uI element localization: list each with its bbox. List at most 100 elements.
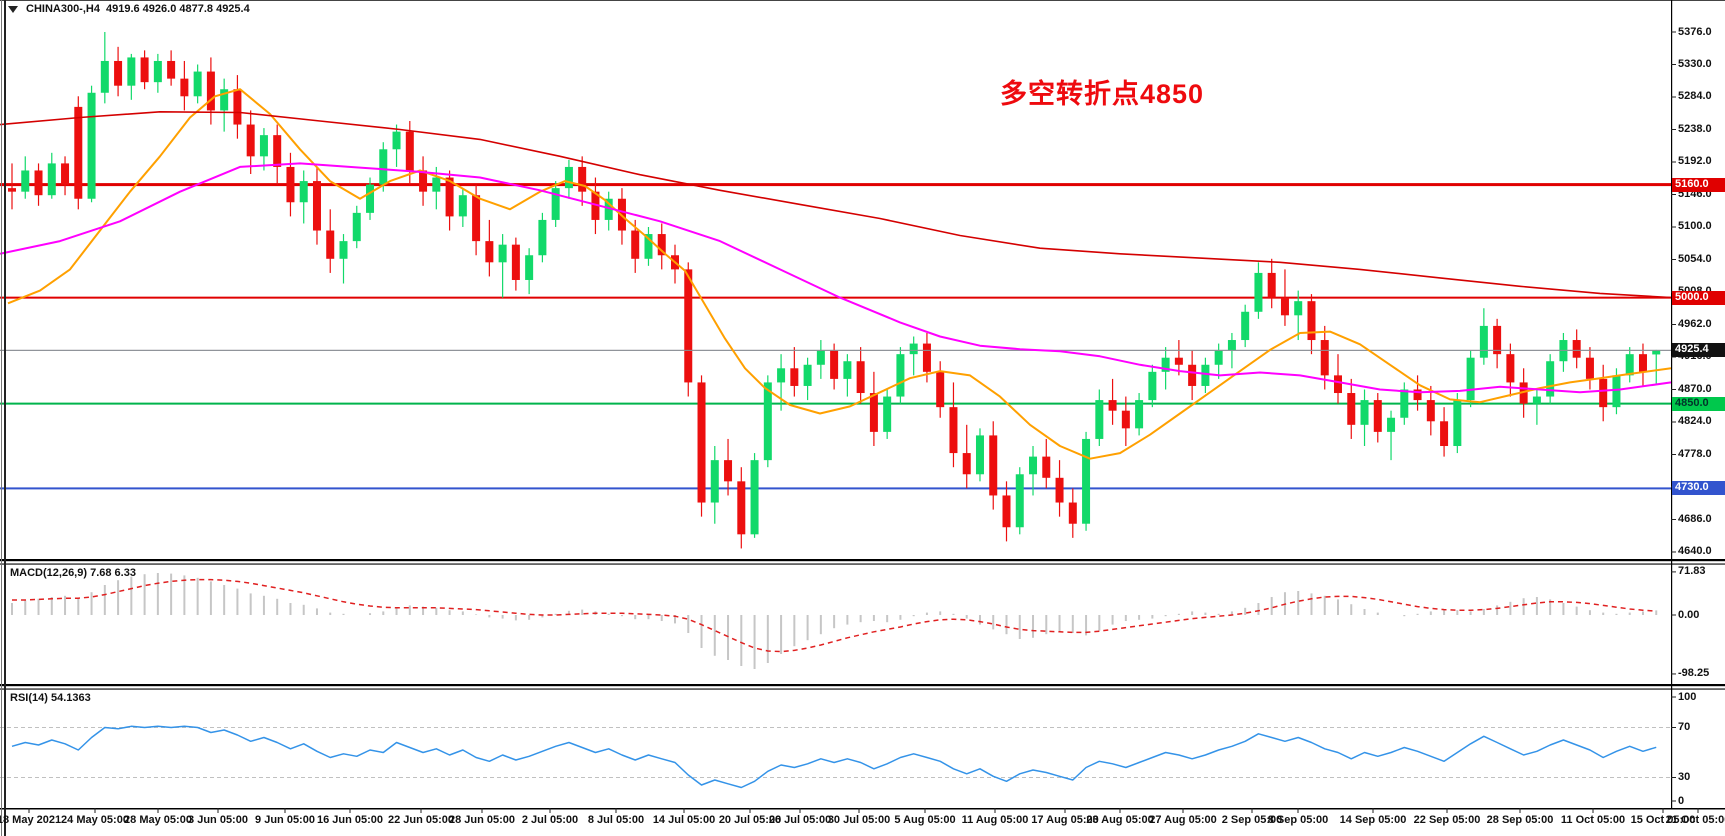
candle-body bbox=[1307, 301, 1316, 341]
triangle-down-icon[interactable] bbox=[8, 5, 18, 13]
candle-body bbox=[233, 89, 242, 125]
candle-body bbox=[710, 460, 719, 503]
window-top-border bbox=[0, 0, 1725, 1]
candle-body bbox=[1400, 389, 1409, 418]
candle-body bbox=[259, 135, 268, 157]
candle-body bbox=[392, 131, 401, 150]
candle-body bbox=[1440, 421, 1449, 447]
rsi-axis-label: 0 bbox=[1678, 794, 1685, 807]
candle-body bbox=[763, 382, 772, 461]
candle-body bbox=[989, 435, 998, 496]
candle-body bbox=[153, 60, 162, 83]
price-level-tag: 4925.4 bbox=[1672, 343, 1725, 358]
x-axis-label: 20 Jul 05:00 bbox=[718, 814, 782, 826]
candle-body bbox=[1108, 400, 1117, 411]
candle-body bbox=[1029, 456, 1038, 475]
candle-body bbox=[1347, 393, 1356, 425]
price-level-tag: 4850.0 bbox=[1672, 396, 1725, 411]
panel-separator bbox=[0, 559, 1725, 562]
x-axis-label: 8 Jul 05:00 bbox=[587, 814, 645, 826]
x-axis-label: 28 May 05:00 bbox=[124, 814, 192, 826]
candle-body bbox=[750, 460, 759, 535]
candle-body bbox=[1082, 438, 1091, 524]
price-level-line bbox=[0, 487, 1671, 490]
candle-body bbox=[445, 177, 454, 217]
candle-body bbox=[472, 195, 481, 242]
rsi-line bbox=[11, 725, 1657, 789]
candle-body bbox=[896, 354, 905, 397]
window-left-border bbox=[1, 0, 2, 836]
candle-body bbox=[405, 131, 414, 171]
candle-body bbox=[1466, 357, 1475, 401]
candle-body bbox=[47, 163, 56, 196]
candle-body bbox=[737, 481, 746, 535]
price-axis-label: 5054.0 bbox=[1678, 252, 1712, 265]
candle-body bbox=[1267, 272, 1276, 298]
candle-body bbox=[34, 170, 43, 196]
candle-body bbox=[1015, 474, 1024, 528]
price-axis-border bbox=[1671, 0, 1673, 809]
ohlc-values: 4919.6 4926.0 4877.8 4925.4 bbox=[105, 3, 250, 15]
candle-body bbox=[193, 71, 202, 97]
candle-body bbox=[1612, 375, 1621, 408]
candle-body bbox=[419, 170, 428, 192]
candle-body bbox=[220, 89, 229, 111]
candle-body bbox=[936, 371, 945, 408]
candle-body bbox=[697, 382, 706, 503]
candle-body bbox=[339, 241, 348, 259]
candle-body bbox=[949, 407, 958, 454]
candle-body bbox=[525, 255, 534, 280]
candle-body bbox=[909, 343, 918, 355]
candle-body bbox=[1095, 400, 1104, 439]
candle-body bbox=[312, 181, 321, 231]
candle-body bbox=[975, 435, 984, 475]
candle-body bbox=[432, 177, 441, 192]
chart-annotation-text: 多空转折点4850 bbox=[1000, 79, 1205, 109]
x-axis-label: 27 Aug 05:00 bbox=[1149, 814, 1217, 826]
chart-header: CHINA300-,H4 4919.6 4926.0 4877.8 4925.4 bbox=[8, 3, 250, 15]
price-axis-label: 4640.0 bbox=[1678, 545, 1712, 558]
x-axis-label: 22 Jun 05:00 bbox=[387, 814, 455, 826]
x-axis-label: 11 Oct 05:00 bbox=[1560, 814, 1626, 826]
x-axis-label: 14 Jul 05:00 bbox=[652, 814, 716, 826]
candle-body bbox=[578, 166, 587, 192]
candle-body bbox=[657, 234, 666, 256]
candle-body bbox=[366, 184, 375, 213]
rsi-indicator-label: RSI(14) 54.1363 bbox=[10, 692, 91, 704]
candle-body bbox=[21, 170, 30, 192]
candle-body bbox=[74, 106, 83, 199]
candle-body bbox=[1532, 396, 1541, 404]
panel-separator bbox=[0, 563, 1725, 565]
candle-body bbox=[1413, 389, 1422, 401]
candle-body bbox=[1254, 272, 1263, 312]
price-level-line bbox=[0, 296, 1671, 299]
price-axis-label: 4962.0 bbox=[1678, 317, 1712, 330]
candle-body bbox=[724, 460, 733, 482]
candle-body bbox=[379, 149, 388, 185]
candle-body bbox=[1188, 364, 1197, 386]
candle-body bbox=[1280, 297, 1289, 316]
panel-separator bbox=[0, 684, 1725, 687]
candle-body bbox=[684, 269, 693, 383]
candle-body bbox=[299, 181, 308, 203]
candle-body bbox=[1546, 361, 1555, 397]
candle-body bbox=[883, 396, 892, 432]
macd-axis-label: 0.00 bbox=[1678, 608, 1700, 621]
price-level-line bbox=[0, 402, 1671, 405]
x-axis-label: 28 Sep 05:00 bbox=[1486, 814, 1554, 826]
window-left-border bbox=[4, 0, 6, 836]
candle-body bbox=[273, 135, 282, 167]
candle-body bbox=[1201, 364, 1210, 386]
x-axis-label: 14 Sep 05:00 bbox=[1339, 814, 1407, 826]
candle-body bbox=[816, 350, 825, 365]
candle-body bbox=[326, 230, 335, 259]
x-axis-label: 18 May 2021 bbox=[0, 814, 62, 826]
candle-body bbox=[1360, 400, 1369, 425]
price-axis-label: 5100.0 bbox=[1678, 220, 1712, 233]
x-axis-label: 8 Sep 05:00 bbox=[1267, 814, 1329, 826]
x-axis-label: 9 Jun 05:00 bbox=[255, 814, 315, 826]
candle-body bbox=[1294, 301, 1303, 316]
macd-signal-line bbox=[12, 578, 1657, 653]
